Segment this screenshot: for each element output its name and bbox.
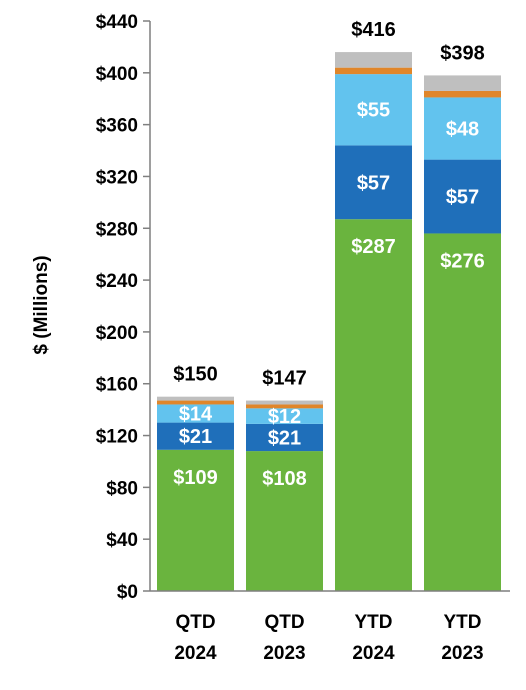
y-tick-label: $120 bbox=[96, 427, 138, 448]
y-tick-label: $240 bbox=[96, 271, 138, 292]
bar-segment bbox=[424, 233, 501, 592]
bar-segment bbox=[157, 396, 234, 401]
y-axis-label: $ (Millions) bbox=[31, 255, 52, 354]
bar-segment bbox=[246, 400, 323, 405]
y-tick-label: $320 bbox=[96, 167, 138, 188]
bar-total-label: $147 bbox=[262, 368, 307, 390]
segment-value-label: $276 bbox=[440, 250, 485, 272]
x-category-label: YTD 2023 bbox=[441, 612, 483, 664]
segment-value-label: $287 bbox=[351, 236, 396, 258]
segment-value-label: $57 bbox=[357, 172, 390, 194]
x-axis: QTD 2024 QTD 2023 YTD 2024 YTD 2023 bbox=[150, 590, 510, 664]
segment-value-label: $21 bbox=[268, 427, 301, 449]
segment-value-label: $14 bbox=[179, 404, 213, 426]
bar-segment bbox=[335, 67, 412, 75]
bar-segment bbox=[335, 219, 412, 592]
y-tick-label: $40 bbox=[106, 530, 138, 551]
bar-segment bbox=[424, 75, 501, 91]
y-tick-label: $360 bbox=[96, 116, 138, 137]
bar-segment bbox=[424, 97, 501, 160]
bar-total-label: $398 bbox=[440, 42, 485, 64]
bar-segment bbox=[335, 145, 412, 220]
x-category-label: QTD 2024 bbox=[174, 612, 217, 664]
segment-value-label: $12 bbox=[268, 406, 301, 428]
bar-segment bbox=[424, 159, 501, 234]
x-category-label: QTD 2023 bbox=[263, 612, 305, 664]
bar-segment bbox=[157, 404, 234, 423]
y-axis: $0 $40 $80 $120 $160 $200 $240 $280 $320 $360 $400… bbox=[96, 12, 151, 603]
bar-segment bbox=[335, 74, 412, 146]
bar-total-label: $416 bbox=[351, 19, 396, 41]
segment-value-label: $57 bbox=[446, 187, 479, 209]
segment-value-label: $109 bbox=[173, 467, 218, 489]
segment-value-label: $108 bbox=[262, 468, 307, 490]
y-tick-label: $440 bbox=[96, 12, 138, 33]
bars bbox=[157, 52, 501, 592]
bar-segment bbox=[157, 422, 234, 450]
segment-value-label: $55 bbox=[357, 100, 390, 122]
bar-segment bbox=[157, 400, 234, 405]
y-tick-label: $160 bbox=[96, 375, 138, 396]
y-tick-label: $80 bbox=[106, 478, 138, 499]
bar-segment bbox=[246, 408, 323, 424]
y-tick-label: $280 bbox=[96, 219, 138, 240]
x-category-label: YTD 2024 bbox=[352, 612, 395, 664]
data-labels: $109$21$14$150$108$21$12$147$287$57$55$4… bbox=[173, 19, 485, 490]
y-tick-label: $400 bbox=[96, 64, 138, 85]
bar-segment bbox=[246, 404, 323, 409]
y-tick-label: $200 bbox=[96, 323, 138, 344]
segment-value-label: $48 bbox=[446, 119, 479, 141]
bar-segment bbox=[246, 451, 323, 591]
bar-total-label: $150 bbox=[173, 364, 218, 386]
bar-segment bbox=[246, 423, 323, 452]
bar-segment bbox=[424, 90, 501, 98]
y-tick-label: $0 bbox=[117, 582, 138, 603]
bar-segment bbox=[157, 449, 234, 591]
bar-segment bbox=[335, 52, 412, 68]
segment-value-label: $21 bbox=[179, 426, 212, 448]
